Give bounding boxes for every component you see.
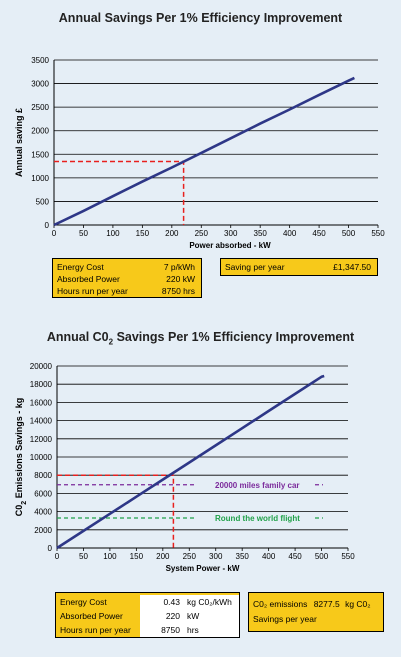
y-tick-label: 500	[36, 197, 50, 206]
x-tick-label: 550	[371, 229, 385, 238]
emissions-label: C0₂ emissions	[253, 599, 308, 609]
x-tick-label: 250	[195, 229, 209, 238]
y-tick-label: 10000	[30, 453, 53, 462]
y-tick-label: 1500	[31, 150, 49, 159]
x-tick-label: 150	[136, 229, 150, 238]
x-tick-label: 450	[312, 229, 326, 238]
emissions-value: 8277.5	[313, 599, 340, 609]
annotation-label: Round the world flight	[215, 514, 300, 523]
y-tick-label: 0	[45, 221, 50, 230]
param-row: Energy Cost 7 p/kWh	[53, 261, 201, 273]
chart2-parameters-box: Energy Cost 0.43 kg C0₂/kWh Absorbed Pow…	[55, 592, 240, 638]
y-tick-label: 0	[48, 544, 53, 553]
x-tick-label: 500	[315, 552, 329, 561]
y-tick-label: 2000	[31, 127, 49, 136]
x-tick-label: 0	[52, 229, 57, 238]
x-axis-label: System Power - kW	[166, 564, 240, 573]
y-tick-label: 6000	[34, 489, 52, 498]
x-tick-label: 50	[79, 552, 88, 561]
x-tick-label: 200	[165, 229, 179, 238]
y-tick-label: 18000	[30, 380, 53, 389]
x-tick-label: 300	[209, 552, 223, 561]
param-label: Hours run per year	[60, 625, 131, 635]
param-value: 7 p/kWh	[163, 262, 195, 272]
x-axis-label: Power absorbed - kW	[189, 241, 271, 250]
y-tick-label: 2500	[31, 103, 49, 112]
chart1-title: Annual Savings Per 1% Efficiency Improve…	[58, 11, 343, 25]
chart2-plot: 0200040006000800010000120001400016000180…	[14, 362, 355, 573]
param-row: Hours run per year 8750 hrs	[56, 623, 239, 637]
y-tick-label: 3000	[31, 80, 49, 89]
param-label: Absorbed Power	[57, 274, 120, 284]
chart1-plot: 0 500 1000 1500 2000 2500 3000 3500 0 50 100 150 200…	[14, 56, 385, 250]
param-row: Hours run per year 8750 hrs	[53, 285, 201, 297]
emissions-unit: kg C0₂	[345, 599, 371, 609]
param-value: 8750 hrs	[161, 286, 195, 296]
saving-value: £1,347.50	[333, 262, 371, 272]
x-tick-label: 400	[262, 552, 276, 561]
param-label: Energy Cost	[57, 262, 104, 272]
chart2-title: Annual C02 Savings Per 1% Efficiency Imp…	[46, 330, 355, 347]
x-tick-label: 250	[183, 552, 197, 561]
param-unit: hrs	[184, 623, 239, 637]
param-label: Energy Cost	[60, 597, 107, 607]
x-tick-label: 300	[224, 229, 238, 238]
x-tick-label: 200	[156, 552, 170, 561]
y-tick-label: 2000	[34, 526, 52, 535]
x-tick-label: 150	[130, 552, 144, 561]
annotation-label: 20000 miles family car	[215, 481, 300, 490]
x-tick-label: 500	[342, 229, 356, 238]
param-value: 8750	[140, 623, 184, 637]
x-tick-label: 400	[283, 229, 297, 238]
y-tick-label: 12000	[30, 435, 53, 444]
chart1-saving-box: Saving per year £1,347.50	[220, 258, 378, 276]
x-tick-label: 100	[103, 552, 117, 561]
saving-label: Saving per year	[225, 262, 285, 272]
y-tick-label: 20000	[30, 362, 53, 371]
x-tick-label: 350	[236, 552, 250, 561]
y-tick-label: 3500	[31, 56, 49, 65]
param-row: Absorbed Power 220 kW	[53, 273, 201, 285]
x-tick-label: 50	[79, 229, 88, 238]
y-axis-label: Annual saving £	[14, 108, 24, 177]
x-tick-label: 550	[341, 552, 355, 561]
param-row: Absorbed Power 220 kW	[56, 609, 239, 623]
emissions-label2: Savings per year	[253, 614, 317, 624]
reference-line	[57, 474, 175, 548]
y-tick-label: 8000	[34, 471, 52, 480]
param-unit: kg C0₂/kWh	[184, 595, 239, 609]
param-unit: kW	[184, 609, 239, 623]
x-tick-label: 0	[55, 552, 60, 561]
series-line	[53, 76, 355, 227]
param-row: Energy Cost 0.43 kg C0₂/kWh	[56, 595, 239, 609]
x-tick-label: 100	[106, 229, 120, 238]
y-tick-label: 14000	[30, 417, 53, 426]
param-value: 220 kW	[166, 274, 195, 284]
y-tick-label: 4000	[34, 508, 52, 517]
param-value: 0.43	[140, 595, 184, 609]
y-axis-label: C02 Emissions Savings - kg	[14, 398, 28, 516]
y-tick-label: 16000	[30, 398, 53, 407]
param-label: Absorbed Power	[60, 611, 123, 621]
chart1-parameters-box: Energy Cost 7 p/kWh Absorbed Power 220 k…	[52, 258, 202, 298]
y-tick-label: 1000	[31, 174, 49, 183]
series-line	[56, 374, 325, 550]
x-tick-label: 450	[288, 552, 302, 561]
x-tick-label: 350	[254, 229, 268, 238]
param-value: 220	[140, 609, 184, 623]
param-label: Hours run per year	[57, 286, 128, 296]
chart2-emissions-box: C0₂ emissions 8277.5 kg C0₂ Savings per …	[248, 592, 384, 632]
